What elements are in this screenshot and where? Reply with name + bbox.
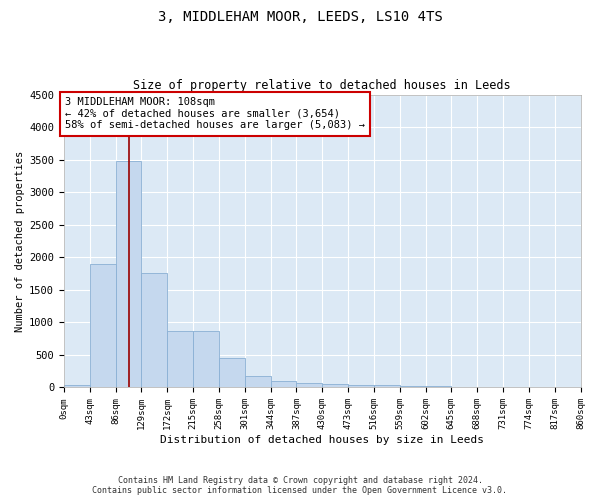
Bar	[167, 332, 193, 388]
Bar	[296, 383, 322, 388]
Bar	[348, 384, 374, 388]
Bar	[116, 161, 142, 388]
Text: 3, MIDDLEHAM MOOR, LEEDS, LS10 4TS: 3, MIDDLEHAM MOOR, LEEDS, LS10 4TS	[158, 10, 442, 24]
Bar	[477, 387, 503, 388]
Text: Contains HM Land Registry data © Crown copyright and database right 2024.
Contai: Contains HM Land Registry data © Crown c…	[92, 476, 508, 495]
Bar	[374, 385, 400, 388]
Bar	[322, 384, 348, 388]
Bar	[90, 264, 116, 388]
Bar	[193, 332, 219, 388]
Title: Size of property relative to detached houses in Leeds: Size of property relative to detached ho…	[133, 79, 511, 92]
Bar	[271, 381, 296, 388]
Bar	[425, 386, 451, 388]
Bar	[219, 358, 245, 388]
Bar	[400, 386, 425, 388]
Bar	[451, 386, 477, 388]
Bar	[245, 376, 271, 388]
Text: 3 MIDDLEHAM MOOR: 108sqm
← 42% of detached houses are smaller (3,654)
58% of sem: 3 MIDDLEHAM MOOR: 108sqm ← 42% of detach…	[65, 97, 365, 130]
Bar	[64, 385, 90, 388]
Y-axis label: Number of detached properties: Number of detached properties	[15, 150, 25, 332]
X-axis label: Distribution of detached houses by size in Leeds: Distribution of detached houses by size …	[160, 435, 484, 445]
Bar	[142, 273, 167, 388]
